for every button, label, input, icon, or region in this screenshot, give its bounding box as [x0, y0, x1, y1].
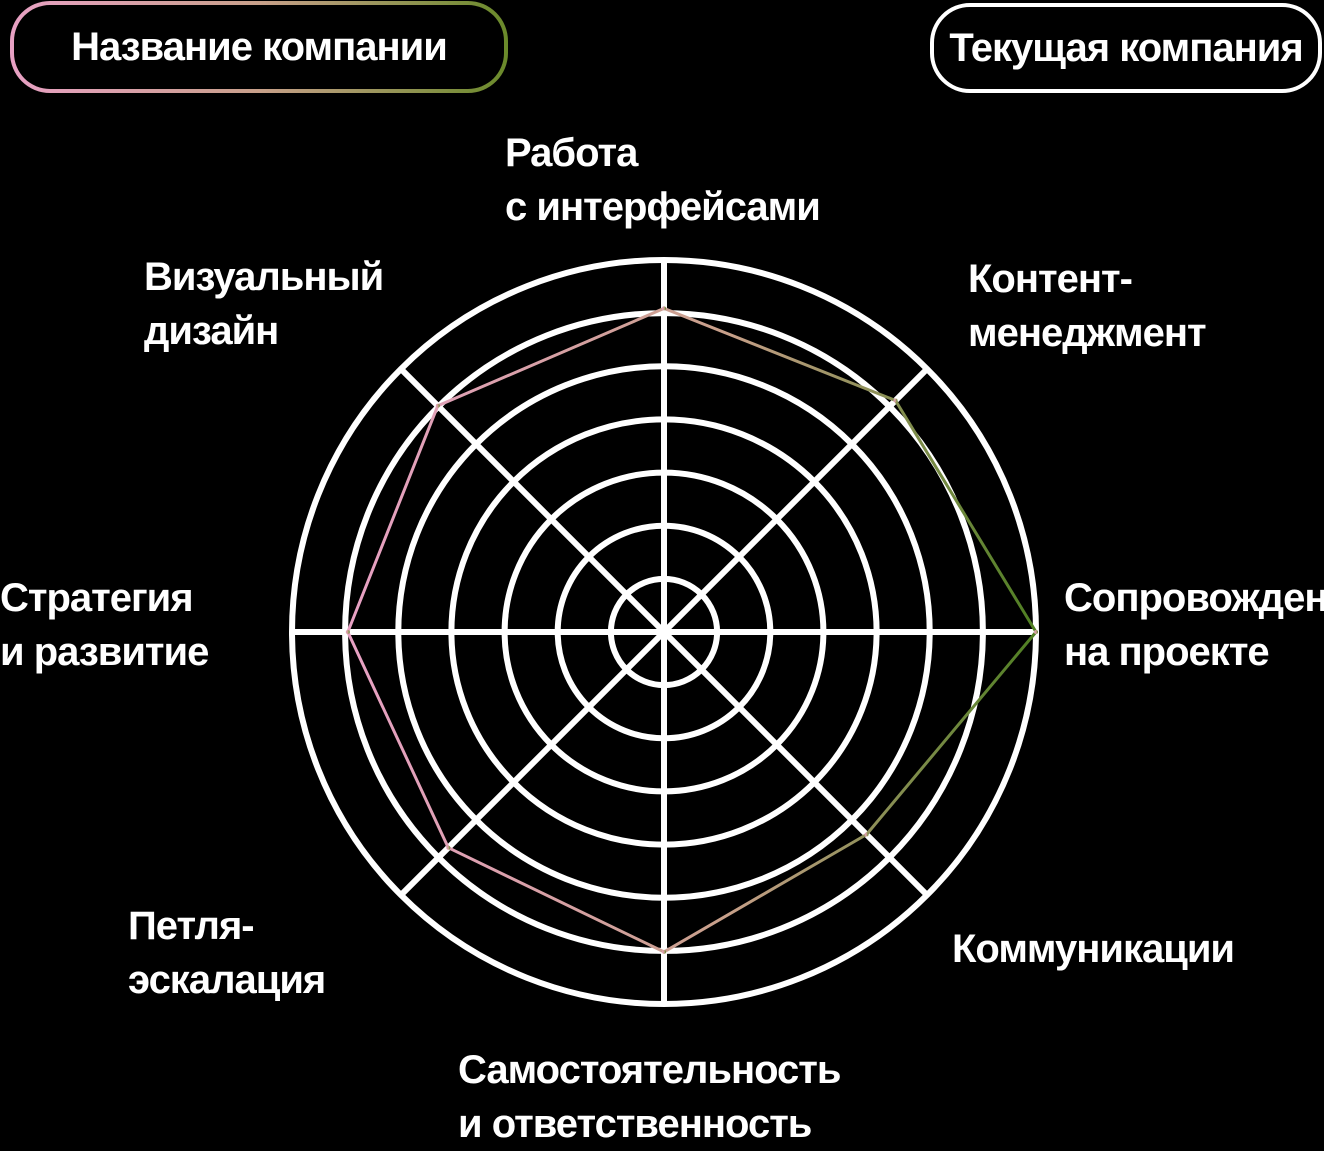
radar-spoke-5 — [398, 629, 667, 898]
axis-label-independence: Самостоятельность и ответственность — [458, 1048, 841, 1146]
series-point-0-4 — [662, 949, 666, 954]
legend-series-company-name: Название компании — [10, 1, 508, 93]
legend-label: Текущая компания — [949, 25, 1303, 70]
series-point-0-5 — [446, 845, 451, 850]
radar-grid — [289, 257, 1039, 1007]
axis-label-visual-design: Визуальный дизайн — [144, 255, 384, 353]
axis-label-strategy: Стратегия и развитие — [0, 576, 209, 674]
radar-series — [345, 306, 1038, 954]
series-point-0-3 — [864, 832, 869, 837]
radar-spoke-7 — [398, 366, 667, 635]
radar-spoke-3 — [661, 629, 930, 898]
series-point-0-7 — [435, 403, 440, 408]
axis-label-interfaces: Работа с интерфейсами — [505, 131, 821, 229]
series-point-0-6 — [345, 630, 350, 634]
series-point-0-2 — [1034, 630, 1038, 634]
legend-series-current-company: Текущая компания — [930, 3, 1322, 93]
legend-label: Название компании — [71, 24, 448, 69]
radar-spoke-1 — [661, 366, 930, 635]
series-point-0-0 — [662, 306, 666, 311]
axis-label-content-management: Контент- менеджмент — [968, 257, 1207, 355]
axis-label-communications: Коммуникации — [952, 927, 1235, 971]
series-point-0-1 — [893, 398, 898, 403]
axis-label-escalation: Петля- эскалация — [128, 904, 326, 1002]
axis-label-project-support: Сопровождение на проекте — [1064, 576, 1324, 674]
